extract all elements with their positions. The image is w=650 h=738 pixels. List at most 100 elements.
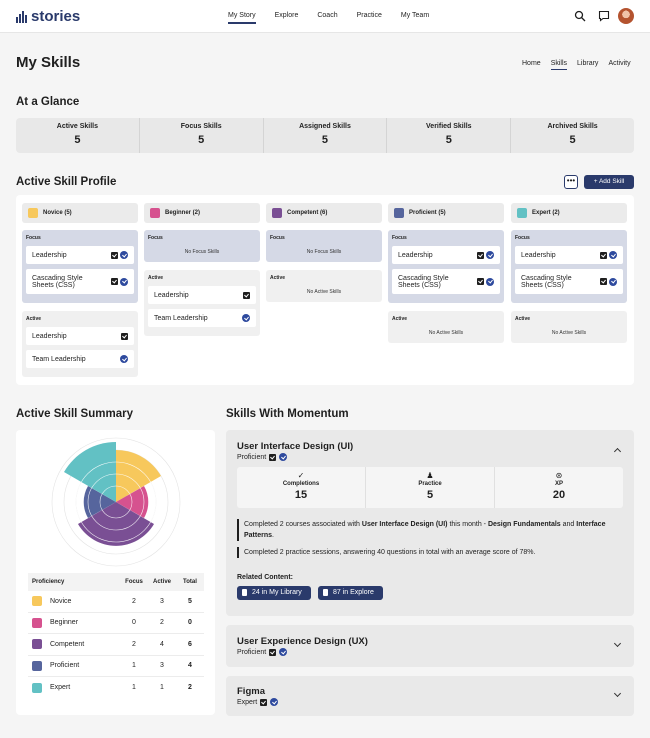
beginner-swatch bbox=[150, 208, 160, 218]
glance-focus-skills: Focus Skills 5 bbox=[140, 118, 264, 153]
subnav-skills[interactable]: Skills bbox=[550, 60, 568, 70]
row-focus: 0 bbox=[132, 619, 136, 627]
activity-text: this month - bbox=[447, 521, 488, 528]
stat-value: 5 bbox=[426, 489, 434, 501]
skill-card[interactable]: Leadership bbox=[148, 286, 256, 304]
empty-message: No Active Skills bbox=[306, 289, 342, 295]
glance-panel: Active Skills 5 Focus Skills 5 Assigned … bbox=[16, 118, 634, 153]
skill-name: Leadership bbox=[32, 332, 67, 340]
column-header[interactable]: Novice (5) bbox=[22, 203, 138, 223]
segment-expert bbox=[64, 442, 116, 502]
skill-card[interactable]: Leadership bbox=[26, 246, 134, 264]
nav-explore[interactable]: Explore bbox=[274, 12, 299, 19]
chevron-down-icon[interactable] bbox=[613, 639, 622, 648]
skill-card[interactable]: Leadership bbox=[392, 246, 500, 264]
activity-practice: Completed 2 practice sessions, answering… bbox=[237, 547, 617, 558]
momentum-skill-level: Proficient bbox=[237, 453, 288, 461]
skill-card[interactable]: Cascading Style Sheets (CSS) bbox=[392, 269, 500, 294]
glance-title: At a Glance bbox=[16, 96, 80, 108]
column-header[interactable]: Proficient (5) bbox=[388, 203, 504, 223]
skill-card[interactable]: Cascading Style Sheets (CSS) bbox=[26, 269, 134, 294]
column-header[interactable]: Beginner (2) bbox=[144, 203, 260, 223]
row-active: 3 bbox=[160, 597, 164, 605]
chevron-up-icon[interactable] bbox=[613, 447, 622, 456]
chevron-down-icon[interactable] bbox=[613, 689, 622, 698]
avatar[interactable] bbox=[618, 8, 634, 24]
row-focus: 2 bbox=[132, 597, 136, 605]
row-active: 3 bbox=[160, 662, 164, 670]
table-row: Competent 2 4 6 bbox=[28, 634, 204, 656]
row-focus: 2 bbox=[132, 640, 136, 648]
level-label: Expert bbox=[237, 698, 258, 706]
stat-practice: ♟ Practice 5 bbox=[366, 467, 495, 508]
active-label: Active bbox=[392, 316, 408, 322]
nav-my-team[interactable]: My Team bbox=[400, 12, 430, 19]
nav-my-story[interactable]: My Story bbox=[228, 12, 256, 24]
focus-box: Focus Leadership Cascading Style Sheets … bbox=[22, 230, 138, 303]
nav-practice[interactable]: Practice bbox=[356, 12, 382, 19]
search-icon[interactable] bbox=[574, 10, 586, 22]
row-total: 4 bbox=[188, 662, 192, 670]
skill-name: Team Leadership bbox=[32, 355, 86, 363]
verified-icon bbox=[279, 453, 288, 461]
skill-summary-panel: Proficiency Focus Active Total Novice 2 … bbox=[16, 430, 215, 715]
glance-value: 5 bbox=[569, 134, 576, 146]
stat-value: 20 bbox=[552, 489, 566, 501]
active-box: Active No Active Skills bbox=[511, 311, 627, 343]
activity-text: Completed 2 courses associated with bbox=[244, 521, 362, 528]
skill-name: Cascading Style Sheets (CSS) bbox=[32, 274, 83, 289]
checkbox-icon bbox=[600, 251, 607, 259]
focus-box: Focus Leadership Cascading Style Sheets … bbox=[388, 230, 504, 303]
subnav-activity[interactable]: Activity bbox=[608, 60, 631, 67]
message-icon[interactable] bbox=[598, 10, 610, 22]
summary-table: Proficiency Focus Active Total Novice 2 … bbox=[28, 573, 204, 699]
nav-coach[interactable]: Coach bbox=[317, 12, 338, 19]
subnav-library[interactable]: Library bbox=[577, 60, 599, 67]
checkbox-icon bbox=[477, 278, 484, 285]
glance-label: Assigned Skills bbox=[299, 123, 351, 130]
row-total: 2 bbox=[188, 684, 192, 692]
skill-card[interactable]: Leadership bbox=[26, 327, 134, 345]
logo[interactable]: stories bbox=[16, 8, 80, 25]
verified-icon bbox=[609, 251, 617, 259]
active-box: Active Leadership Team Leadership bbox=[22, 311, 138, 377]
table-row: Novice 2 3 5 bbox=[28, 591, 204, 613]
skill-name: Cascading Style Sheets (CSS) bbox=[521, 274, 572, 289]
skill-card[interactable]: Cascading Style Sheets (CSS) bbox=[515, 269, 623, 294]
momentum-skill-title[interactable]: User Interface Design (UI) bbox=[237, 441, 354, 452]
column-header[interactable]: Expert (2) bbox=[511, 203, 627, 223]
momentum-card-collapsed[interactable]: User Experience Design (UX) Proficient bbox=[226, 625, 634, 667]
activity-text: and bbox=[560, 521, 577, 528]
momentum-card-collapsed[interactable]: Figma Expert bbox=[226, 676, 634, 716]
stat-completions: ✓ Completions 15 bbox=[237, 467, 366, 508]
skill-name: Leadership bbox=[154, 291, 189, 299]
skill-card[interactable]: Team Leadership bbox=[26, 350, 134, 368]
row-active: 4 bbox=[160, 640, 164, 648]
column-header-label: Competent (6) bbox=[287, 210, 328, 216]
momentum-skill-title: Figma bbox=[237, 686, 265, 697]
active-box: Active No Active Skills bbox=[266, 270, 382, 302]
skill-card[interactable]: Team Leadership bbox=[148, 309, 256, 327]
explore-link-button[interactable]: 87 in Explore bbox=[318, 586, 383, 600]
glance-assigned-skills: Assigned Skills 5 bbox=[264, 118, 388, 153]
focus-label: Focus bbox=[392, 235, 407, 241]
row-total: 6 bbox=[188, 640, 192, 648]
activity-course: Interface Patterns bbox=[244, 521, 606, 539]
active-box: Active Leadership Team Leadership bbox=[144, 270, 260, 336]
library-link-button[interactable]: 24 in My Library bbox=[237, 586, 311, 600]
top-navigation: stories My Story Explore Coach Practice … bbox=[0, 0, 650, 33]
stat-xp: ⊛ XP 20 bbox=[495, 467, 623, 508]
active-label: Active bbox=[270, 275, 286, 281]
more-options-button[interactable]: ••• bbox=[564, 175, 578, 189]
verified-icon bbox=[120, 251, 128, 259]
activity-skill: User Interface Design (UI) bbox=[361, 521, 448, 528]
column-header[interactable]: Competent (6) bbox=[266, 203, 382, 223]
novice-swatch bbox=[28, 208, 38, 218]
profile-column-expert: Expert (2) Focus Leadership Cascading St… bbox=[511, 203, 627, 343]
add-skill-button[interactable]: + Add Skill bbox=[584, 175, 634, 189]
subnav-home[interactable]: Home bbox=[522, 60, 541, 67]
empty-message: No Focus Skills bbox=[184, 249, 220, 255]
empty-message: No Active Skills bbox=[428, 330, 464, 336]
xp-badge-icon: ⊛ bbox=[555, 471, 563, 480]
skill-card[interactable]: Leadership bbox=[515, 246, 623, 264]
